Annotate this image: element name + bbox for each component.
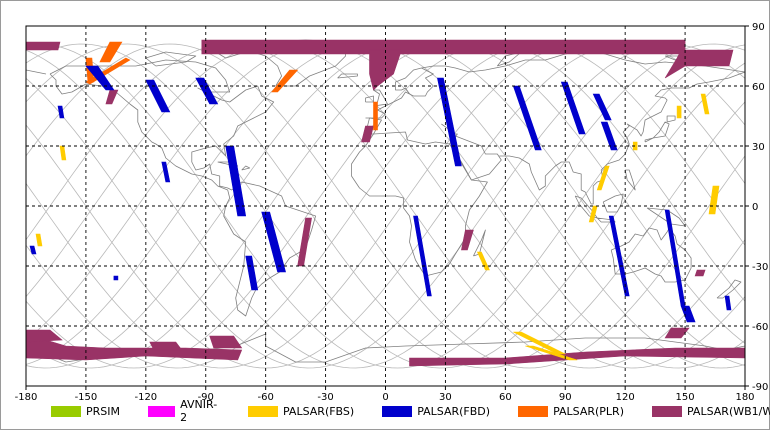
- legend-item: PALSAR(FBS): [248, 405, 354, 418]
- x-tick-label: 30: [439, 392, 452, 403]
- legend-swatch: [518, 405, 549, 417]
- swath-palsar-fbd: [413, 215, 432, 297]
- legend-item: PALSAR(WB1/WB2): [652, 405, 770, 418]
- swath-palsar-fbs: [513, 331, 566, 355]
- swath-palsar-fbd: [512, 85, 542, 151]
- swath-palsar-fbd: [195, 77, 219, 105]
- swath-palsar-fbd: [57, 105, 65, 119]
- swath-palsar-fbd: [437, 77, 462, 167]
- legend-label: PRSIM: [86, 404, 120, 418]
- swath-palsar-fbd: [261, 211, 286, 273]
- swath-palsar-wb: [461, 229, 474, 251]
- x-tick-label: 150: [676, 392, 695, 403]
- swath-palsar-plr: [373, 101, 378, 131]
- swath-palsar-wb: [209, 335, 243, 349]
- coastline: [596, 217, 616, 223]
- swath-palsar-fbd: [161, 161, 171, 183]
- swath-palsar-fbs: [700, 93, 710, 115]
- swath-palsar-wb: [664, 327, 690, 339]
- legend-label: AVNIR-2: [180, 398, 218, 424]
- swath-palsar-fbs: [708, 185, 720, 215]
- coastline: [610, 227, 692, 283]
- coastline: [453, 135, 502, 181]
- x-tick-label: 60: [499, 392, 512, 403]
- swath-palsar-fbd: [85, 65, 115, 91]
- legend-label: PALSAR(FBS): [283, 404, 355, 418]
- swath-palsar-wb: [25, 339, 243, 361]
- x-tick-label: 90: [559, 392, 572, 403]
- legend-item: PALSAR(FBD): [382, 405, 490, 418]
- swath-palsar-wb: [201, 39, 686, 55]
- x-tick-label: -150: [75, 392, 98, 403]
- x-tick-label: 0: [382, 392, 388, 403]
- swath-palsar-fbs: [676, 105, 682, 119]
- swath-palsar-plr: [99, 41, 123, 63]
- legend-swatch: [382, 405, 413, 417]
- swath-palsar-wb: [25, 41, 61, 51]
- coastline: [644, 121, 670, 143]
- swath-palsar-fbd: [592, 93, 612, 121]
- coastline: [241, 165, 251, 171]
- swath-palsar-fbd: [113, 275, 119, 281]
- coastline: [624, 169, 636, 191]
- legend: PRSIM AVNIR-2 PALSAR(FBS) PALSAR(FBD) PALSAR…: [51, 398, 770, 424]
- swath-palsar-plr: [271, 69, 299, 93]
- swath-palsar-fbs: [596, 165, 610, 191]
- swath-palsar-wb: [149, 341, 183, 351]
- legend-item: PRSIM: [51, 405, 120, 418]
- coastline: [602, 193, 624, 213]
- swath-palsar-fbd: [29, 245, 37, 255]
- y-tick-label: 90: [752, 22, 765, 33]
- legend-item: AVNIR-2: [148, 398, 220, 424]
- y-tick-label: 60: [752, 82, 765, 93]
- x-tick-label: 180: [735, 392, 754, 403]
- coastline: [25, 69, 47, 75]
- coastline: [373, 89, 388, 107]
- legend-swatch: [51, 405, 81, 417]
- swath-palsar-fbd: [600, 121, 618, 151]
- legend-label: PALSAR(WB1/WB2): [687, 404, 770, 418]
- swath-palsar-fbs: [476, 251, 490, 271]
- x-tick-label: -90: [198, 392, 214, 403]
- coastline: [365, 67, 434, 119]
- y-tick-label: -60: [752, 322, 768, 333]
- y-tick-label: -30: [752, 262, 768, 273]
- coastline: [49, 59, 317, 317]
- x-tick-label: -120: [134, 392, 157, 403]
- swath-palsar-wb: [694, 269, 706, 277]
- x-tick-label: -30: [317, 392, 333, 403]
- legend-swatch: [148, 405, 176, 417]
- x-tick-label: -60: [257, 392, 273, 403]
- swath-palsar-fbd: [608, 215, 630, 297]
- swath-palsar-fbs: [35, 233, 43, 247]
- swath-palsar-fbd: [145, 79, 171, 113]
- swath-palsar-fbd: [245, 255, 259, 291]
- legend-item: PALSAR(PLR): [518, 405, 624, 418]
- coastline: [365, 95, 374, 103]
- x-tick-label: -180: [15, 392, 38, 403]
- swath-palsar-fbs: [525, 345, 578, 361]
- y-tick-label: 30: [752, 142, 765, 153]
- coastline: [499, 71, 746, 205]
- coastline: [666, 115, 676, 123]
- swath-palsar-wb: [361, 125, 374, 143]
- swath-palsar-fbs: [632, 141, 638, 151]
- coastline: [145, 51, 197, 67]
- y-tick-label: -90: [752, 382, 768, 393]
- coastline: [421, 49, 746, 73]
- swath-palsar-wb: [664, 49, 734, 79]
- y-tick-label: 0: [752, 202, 758, 213]
- legend-swatch: [652, 405, 682, 417]
- coastline: [716, 279, 742, 299]
- legend-label: PALSAR(PLR): [553, 404, 624, 418]
- swath-palsar-fbs: [588, 205, 598, 223]
- legend-swatch: [248, 405, 278, 417]
- legend-label: PALSAR(FBD): [417, 404, 491, 418]
- coastline: [337, 73, 358, 79]
- swath-palsar-fbd: [724, 295, 732, 311]
- x-tick-label: 120: [616, 392, 635, 403]
- swath-palsar-wb: [105, 89, 119, 105]
